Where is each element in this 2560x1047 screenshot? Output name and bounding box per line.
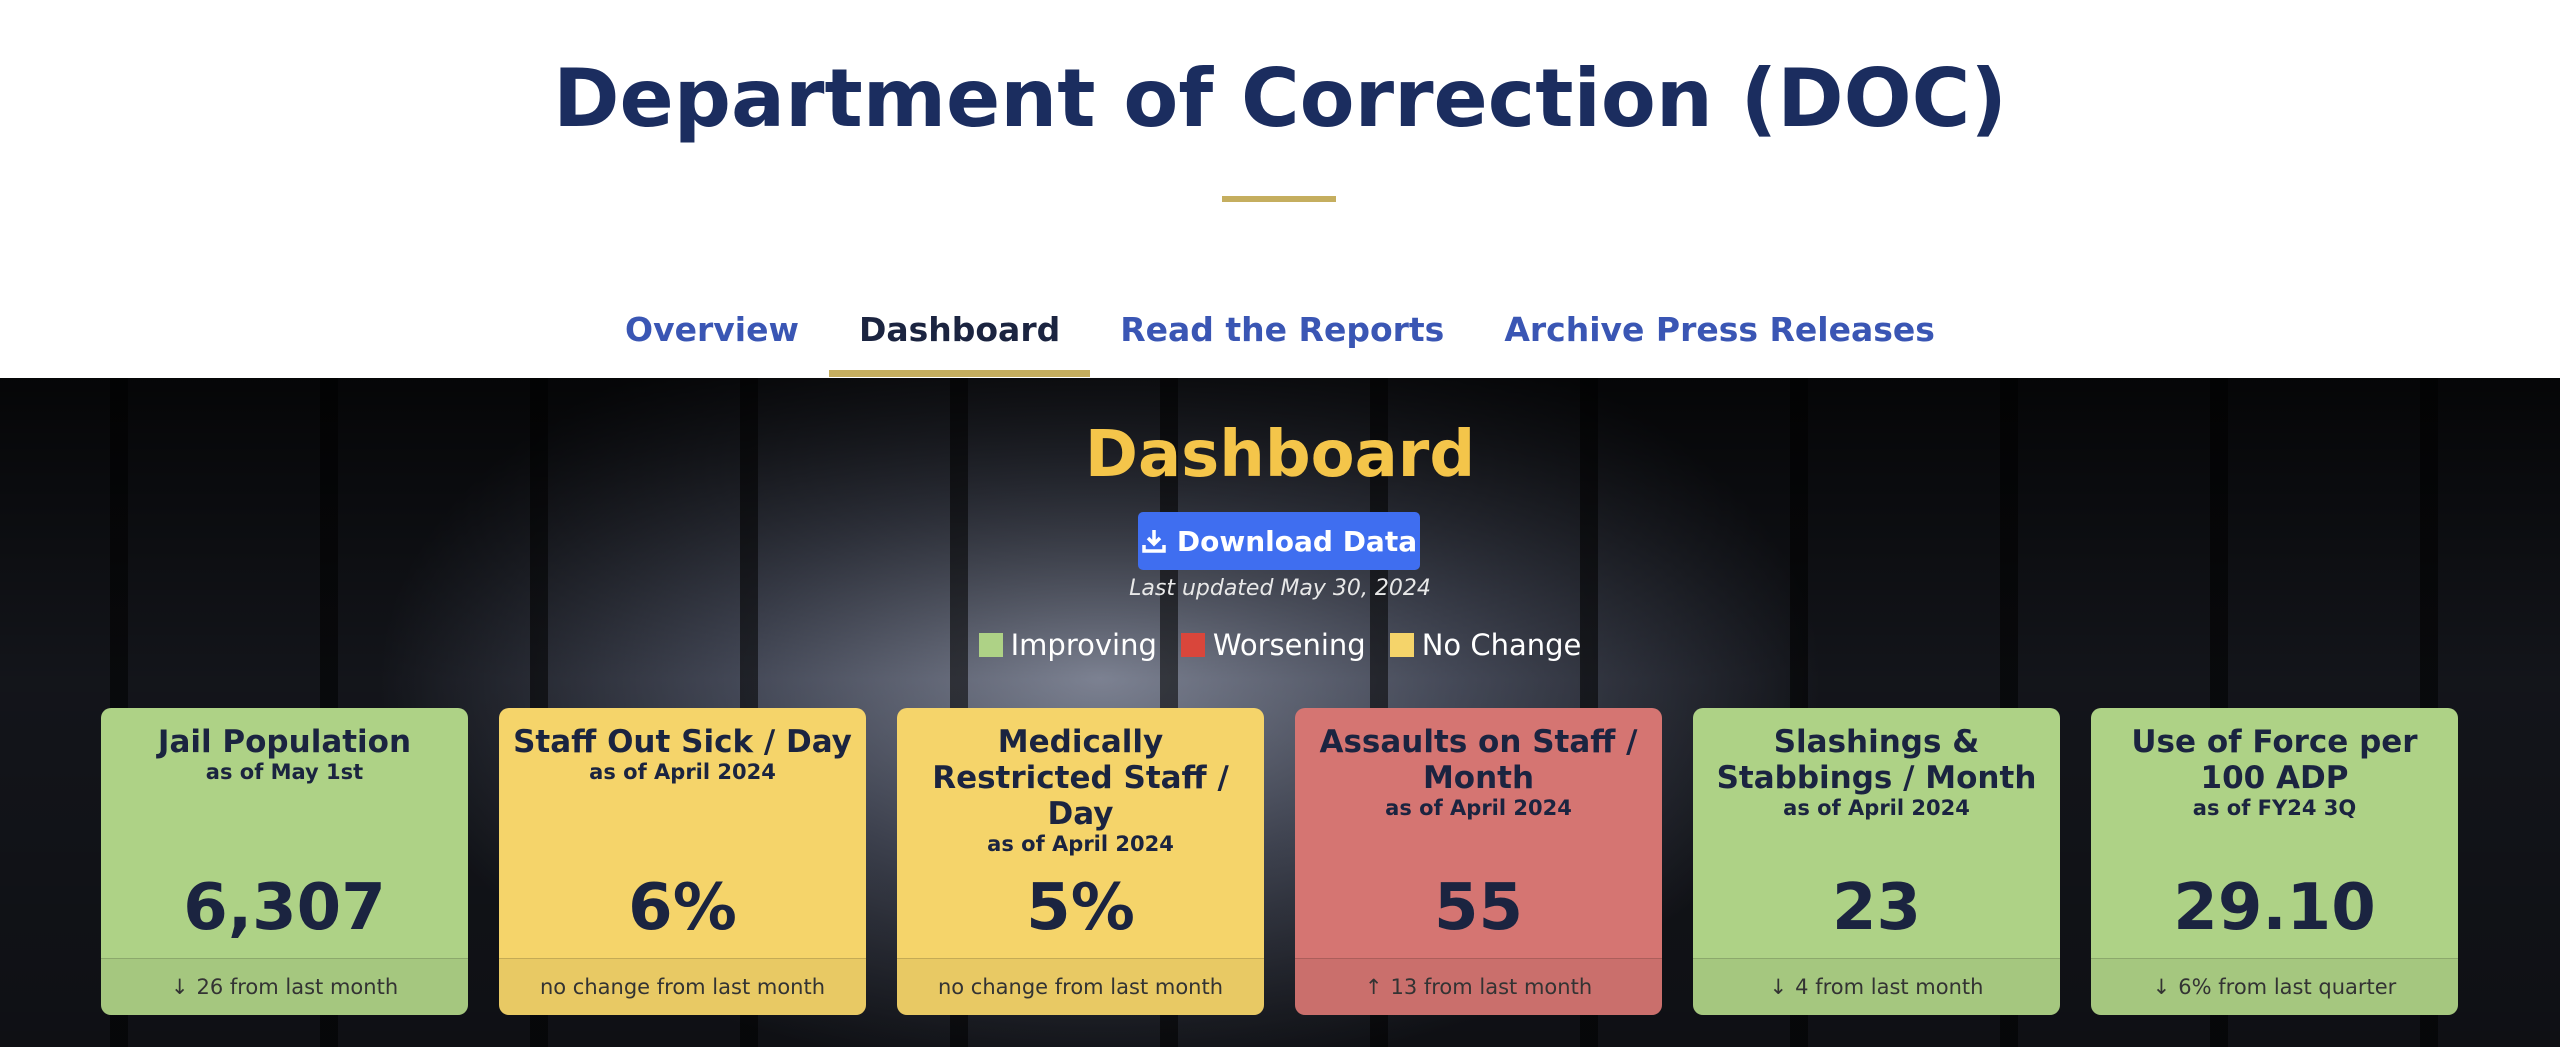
card-value: 5% (1026, 871, 1135, 945)
metric-card: Jail Population as of May 1st 6,307 ↓ 26 fro… (101, 708, 468, 1015)
title-rule (1222, 196, 1336, 202)
card-title: Medically Restricted Staff / Day (932, 724, 1229, 832)
card-subtitle: as of April 2024 (987, 832, 1174, 856)
legend-swatch (1180, 633, 1205, 657)
cards: Jail Population as of May 1st 6,307 ↓ 26 fro… (101, 708, 2458, 1015)
card-title: Jail Population (157, 724, 412, 760)
metric-card: Assaults on Staff / Month as of April 202… (1295, 708, 1662, 1015)
card-title: Use of Force per 100 ADP (2131, 724, 2418, 796)
card-value: 29.10 (2173, 871, 2376, 945)
card-title: Staff Out Sick / Day (513, 724, 852, 760)
download-button[interactable]: Download Data (1138, 512, 1420, 570)
legend-item: Worsening (1180, 628, 1366, 662)
trend-arrow: ↓ (170, 975, 189, 999)
trend-arrow: ↓ (1769, 975, 1788, 999)
download-icon (1142, 530, 1166, 553)
card-subtitle: as of May 1st (205, 760, 364, 784)
dashboard-title: Dashboard (1084, 418, 1476, 492)
card-value: 55 (1433, 871, 1524, 945)
card-footer: ↓ 4 from last month (1693, 958, 2060, 1015)
legend: Improving Worsening No Change (0, 628, 2560, 662)
nav-tab[interactable]: Dashboard (828, 300, 1091, 377)
metric-card: Slashings & Stabbings / Month as of April… (1693, 708, 2060, 1015)
card-title: Assaults on Staff / Month (1319, 724, 1638, 796)
last-updated: Last updated May 30, 2024 (1129, 576, 1431, 601)
legend-item: No Change (1389, 628, 1582, 662)
card-value: 6% (628, 871, 737, 945)
card-change: 4 from last month (1795, 975, 1984, 999)
card-change: 26 from last month (196, 975, 399, 999)
legend-label: Worsening (1212, 628, 1366, 662)
trend-arrow: ↑ (1364, 975, 1383, 999)
card-value: 23 (1831, 871, 1922, 945)
card-title: Slashings & Stabbings / Month (1716, 724, 2037, 796)
metric-card: Medically Restricted Staff / Day as of Ap… (897, 708, 1264, 1015)
card-change: 13 from last month (1390, 975, 1593, 999)
card-footer: ↓ 26 from last month (101, 958, 468, 1015)
card-subtitle: as of FY24 3Q (2192, 796, 2357, 820)
card-footer: no change from last month (499, 958, 866, 1015)
metric-card: Use of Force per 100 ADP as of FY24 3Q 29.… (2091, 708, 2458, 1015)
card-subtitle: as of April 2024 (589, 760, 776, 784)
legend-label: No Change (1421, 628, 1582, 662)
card-value: 6,307 (183, 871, 386, 945)
nav-tab[interactable]: Read the Reports (1120, 310, 1445, 349)
card-change: 6% from last quarter (2178, 975, 2397, 999)
legend-swatch (1389, 633, 1414, 657)
dashboard: Dashboard Download Data Last updated May… (0, 378, 2560, 1047)
metric-card: Staff Out Sick / Day as of April 2024 6% no… (499, 708, 866, 1015)
card-footer: no change from last month (897, 958, 1264, 1015)
nav: Overview Dashboard Read the Reports Arch… (0, 300, 2560, 377)
legend-label: Improving (1010, 628, 1157, 662)
card-change: no change from last month (539, 975, 826, 999)
card-footer: ↓ 6% from last quarter (2091, 958, 2458, 1015)
page-title: Department of Correction (DOC) (553, 52, 2007, 145)
card-footer: ↑ 13 from last month (1295, 958, 1662, 1015)
card-subtitle: as of April 2024 (1783, 796, 1970, 820)
card-change: no change from last month (937, 975, 1224, 999)
trend-arrow: ↓ (2152, 975, 2171, 999)
legend-item: Improving (978, 628, 1157, 662)
legend-swatch (978, 633, 1003, 657)
nav-tab[interactable]: Archive Press Releases (1504, 310, 1935, 349)
card-subtitle: as of April 2024 (1385, 796, 1572, 820)
download-label: Download Data (1176, 524, 1418, 558)
header: Department of Correction (DOC) Overview … (0, 0, 2560, 378)
nav-tab[interactable]: Overview (625, 310, 799, 349)
